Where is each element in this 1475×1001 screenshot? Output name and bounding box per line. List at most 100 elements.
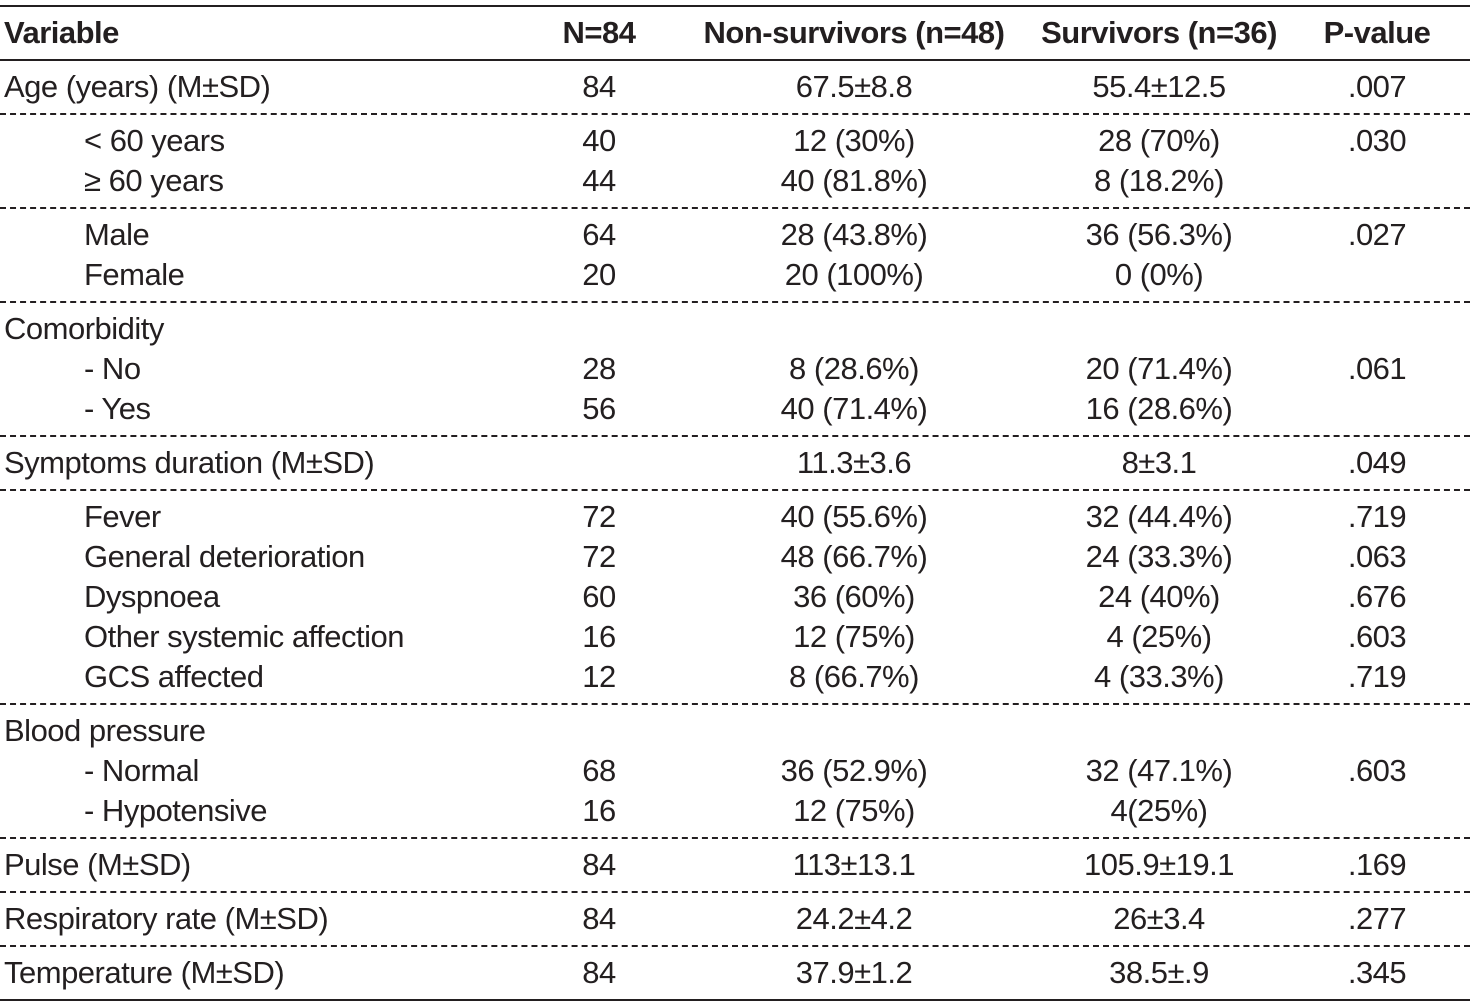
cell-non-survivors: 24.2±4.2 [795,901,913,936]
cell-n: 28 [582,351,616,386]
cell-n: 16 [582,793,616,828]
top-rule [0,5,1470,7]
table-row: - No 28 8 (28.6%) 20 (71.4%) .061 [0,349,1470,389]
cell-survivors: 16 (28.6%) [1085,391,1233,426]
cell-p-value: .061 [1347,351,1407,386]
cell-n: 84 [582,69,616,104]
cell-survivors: 32 (47.1%) [1085,753,1233,788]
cell-non-survivors: 8 (66.7%) [789,659,919,694]
cell-variable: GCS affected [84,659,264,694]
table-row: - Normal 68 36 (52.9%) 32 (47.1%) .603 [0,751,1470,791]
cell-survivors: 4(25%) [1110,793,1208,828]
table-row: Blood pressure [0,711,1470,751]
row-group: Respiratory rate (M±SD) 84 24.2±4.2 26±3.4.… [0,893,1470,947]
header-non-survivors: Non-survivors (n=48) [703,15,1005,50]
cell-survivors: 36 (56.3%) [1085,217,1233,252]
cell-n: 84 [582,847,616,882]
table-row: Female 20 20 (100%) 0 (0%) [0,255,1470,295]
cell-p-value: .007 [1347,69,1407,104]
cell-p-value: .719 [1347,499,1407,534]
cell-p-value: .603 [1347,753,1407,788]
cell-variable: Comorbidity [4,311,164,346]
table-row: GCS affected 12 8 (66.7%) 4 (33.3%) .719 [0,657,1470,697]
cell-p-value: .027 [1347,217,1407,252]
cell-non-survivors: 20 (100%) [784,257,924,292]
row-group: Comorbidity - No 28 8 (28.6%) 20 (71.4%) .061… [0,303,1470,437]
table-row: Temperature (M±SD) 84 37.9±1.2 38.5±.9 .345 [0,953,1470,993]
header-survivors: Survivors (n=36) [1041,15,1277,50]
table-row: < 60 years 40 12 (30%) 28 (70%) .030 [0,121,1470,161]
cell-n: 72 [582,539,616,574]
cell-survivors: 24 (33.3%) [1085,539,1233,574]
cell-non-survivors: 48 (66.7%) [780,539,928,574]
cell-variable: - Hypotensive [84,793,268,828]
cell-non-survivors: 36 (60%) [793,579,915,614]
row-group: < 60 years 40 12 (30%) 28 (70%) .030 ≥ 60 yea… [0,115,1470,209]
cell-n: 64 [582,217,616,252]
cell-survivors: 32 (44.4%) [1085,499,1233,534]
cell-p-value: .063 [1347,539,1407,574]
cell-p-value: .277 [1347,901,1407,936]
cell-non-survivors: 113±13.1 [792,847,916,882]
cell-non-survivors: 12 (75%) [793,619,915,654]
cell-survivors: 4 (33.3%) [1094,659,1224,694]
cell-p-value: .345 [1347,955,1407,990]
cell-variable: Pulse (M±SD) [4,847,191,882]
header-n: N=84 [562,15,636,50]
header-variable: Variable [4,15,119,50]
table-body: Age (years) (M±SD) 84 67.5±8.8 55.4±12.5 .00… [0,61,1470,999]
table-row: Age (years) (M±SD) 84 67.5±8.8 55.4±12.5 .00… [0,67,1470,107]
cell-variable: General deterioration [84,539,365,574]
cell-non-survivors: 40 (71.4%) [780,391,928,426]
cell-p-value: .030 [1347,123,1407,158]
cell-non-survivors: 11.3±3.6 [796,445,912,480]
cell-variable: Other systemic affection [84,619,404,654]
header-p-value: P-value [1323,15,1431,50]
cell-n: 68 [582,753,616,788]
row-group: Male 64 28 (43.8%) 36 (56.3%) .027 Female 20 20… [0,209,1470,303]
table-row: Symptoms duration (M±SD) 11.3±3.6 8±3.1 .04… [0,443,1470,483]
cell-non-survivors: 40 (81.8%) [780,163,928,198]
cell-survivors: 38.5±.9 [1109,955,1209,990]
cell-survivors: 8 (18.2%) [1094,163,1224,198]
cell-n: 84 [582,901,616,936]
data-table: Variable N=84 Non-survivors (n=48) Survi… [0,5,1470,1001]
cell-variable: Temperature (M±SD) [4,955,285,990]
row-group: Temperature (M±SD) 84 37.9±1.2 38.5±.9 .345 [0,947,1470,999]
table-row: Pulse (M±SD) 84 113±13.1 105.9±19.1 .169 [0,845,1470,885]
cell-variable: Respiratory rate (M±SD) [4,901,329,936]
table-row: Respiratory rate (M±SD) 84 24.2±4.2 26±3.4.… [0,899,1470,939]
cell-non-survivors: 12 (30%) [793,123,915,158]
cell-variable: - No [84,351,141,386]
cell-survivors: 26±3.4 [1113,901,1205,936]
row-group: Blood pressure - Normal 68 36 (52.9%) 32 (47… [0,705,1470,839]
table-row: Other systemic affection 16 12 (75%) 4 (25%… [0,617,1470,657]
cell-non-survivors: 67.5±8.8 [795,69,913,104]
cell-p-value: .676 [1347,579,1407,614]
cell-n: 72 [582,499,616,534]
row-group: Pulse (M±SD) 84 113±13.1 105.9±19.1 .169 [0,839,1470,893]
row-group: Age (years) (M±SD) 84 67.5±8.8 55.4±12.5 .00… [0,61,1470,115]
cell-n: 20 [582,257,616,292]
row-group: Fever 72 40 (55.6%) 32 (44.4%) .719 General d… [0,491,1470,705]
cell-survivors: 4 (25%) [1106,619,1212,654]
cell-n: 60 [582,579,616,614]
table-row: Comorbidity [0,309,1470,349]
cell-non-survivors: 12 (75%) [793,793,915,828]
cell-survivors: 28 (70%) [1098,123,1220,158]
table-row: Fever 72 40 (55.6%) 32 (44.4%) .719 [0,497,1470,537]
cell-survivors: 20 (71.4%) [1085,351,1233,386]
cell-variable: Blood pressure [4,713,206,748]
cell-survivors: 24 (40%) [1098,579,1220,614]
cell-survivors: 105.9±19.1 [1084,847,1234,882]
cell-survivors: 0 (0%) [1114,257,1204,292]
table-row: Male 64 28 (43.8%) 36 (56.3%) .027 [0,215,1470,255]
cell-non-survivors: 28 (43.8%) [780,217,928,252]
cell-p-value: .169 [1347,847,1407,882]
cell-n: 84 [582,955,616,990]
cell-variable: Female [84,257,185,292]
cell-variable: ≥ 60 years [84,163,224,198]
cell-non-survivors: 37.9±1.2 [795,955,913,990]
cell-variable: - Yes [84,391,151,426]
cell-variable: Fever [84,499,161,534]
